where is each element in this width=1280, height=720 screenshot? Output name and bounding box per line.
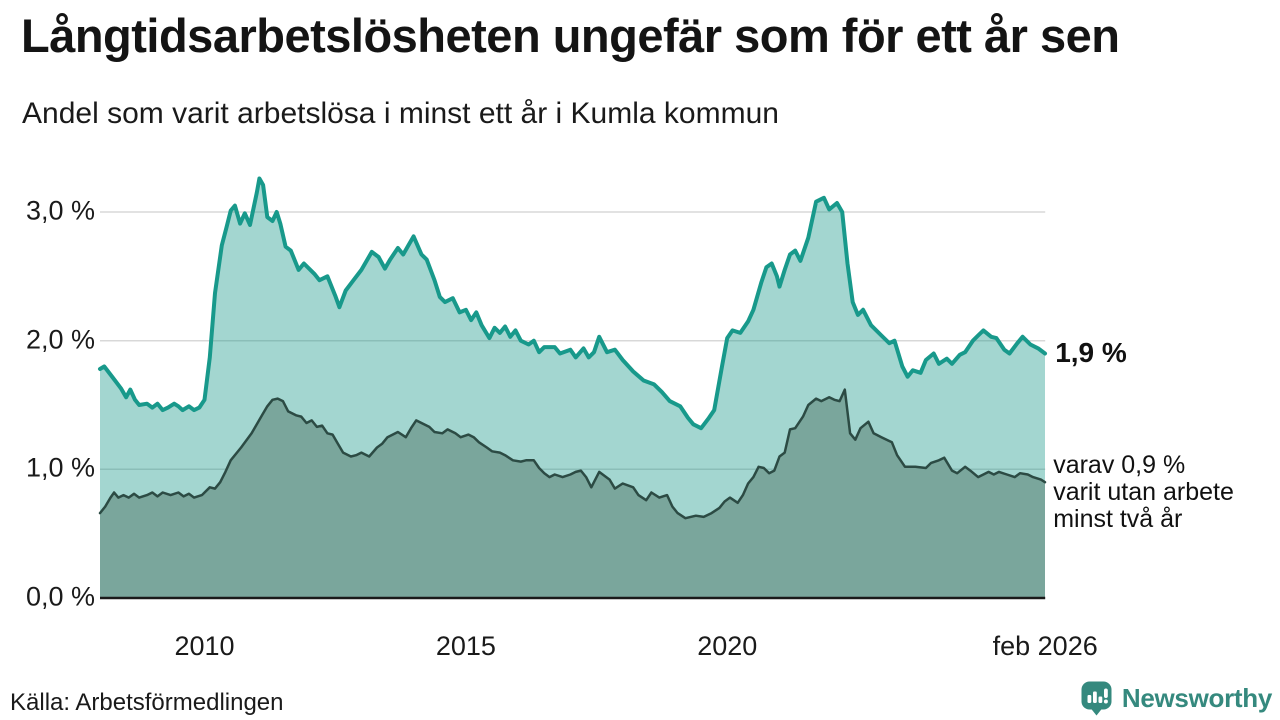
- end-note-annotation: varav 0,9 % varit utan arbete minst två …: [1053, 452, 1234, 533]
- end-note-line: minst två år: [1053, 505, 1183, 534]
- source-note: Källa: Arbetsförmedlingen: [10, 689, 284, 716]
- page-subtitle: Andel som varit arbetslösa i minst ett å…: [22, 97, 779, 130]
- y-axis-tick-label: 0,0 %: [25, 581, 95, 612]
- y-axis-tick-label: 3,0 %: [25, 195, 95, 226]
- x-axis-tick-label: 2015: [435, 631, 496, 661]
- y-axis-tick-label: 2,0 %: [25, 323, 95, 354]
- y-axis-tick-label: 1,0 %: [25, 452, 95, 483]
- brand-wordmark: Newsworthy: [1121, 682, 1272, 713]
- x-axis-tick-label: 2010: [174, 631, 235, 661]
- end-note-line: varav 0,9 %: [1053, 451, 1186, 480]
- newsworthy-chart-bubble-icon: [1081, 681, 1112, 716]
- end-value-label: 1,9 %: [1055, 336, 1127, 368]
- end-note-line: varit utan arbete: [1053, 478, 1234, 507]
- x-axis-tick-label: 2020: [697, 631, 758, 661]
- brand-logo: Newsworthy: [1078, 679, 1272, 717]
- x-axis-tick-label: feb 2026: [992, 631, 1098, 661]
- page-title: Långtidsarbetslösheten ungefär som för e…: [21, 9, 1120, 62]
